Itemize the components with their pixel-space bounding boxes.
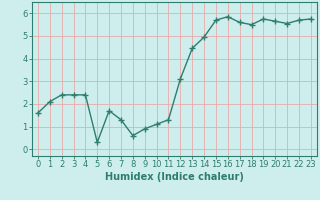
X-axis label: Humidex (Indice chaleur): Humidex (Indice chaleur) [105,172,244,182]
